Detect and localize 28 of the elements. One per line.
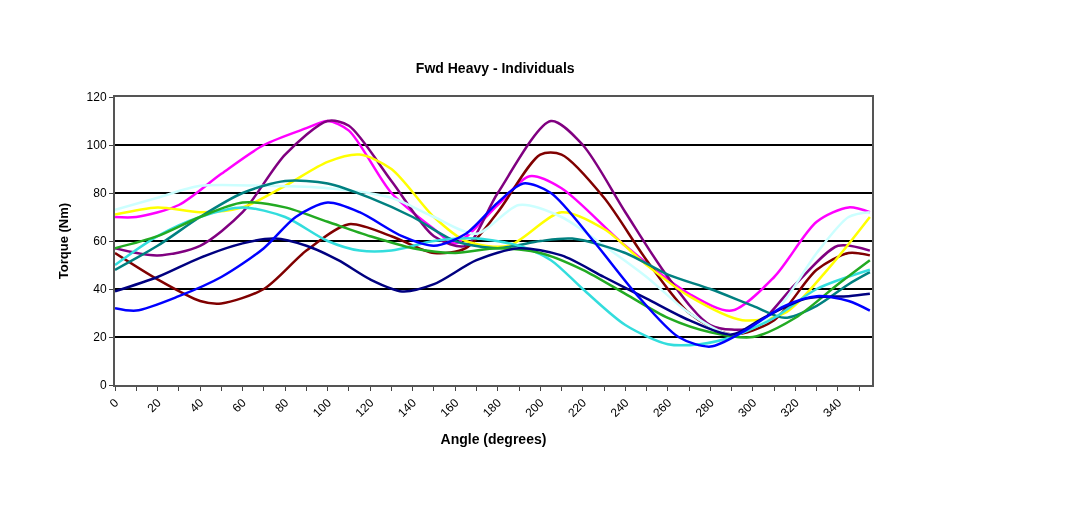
y-tick-label: 120 xyxy=(86,90,107,105)
x-tick-label: 100 xyxy=(309,395,335,420)
y-tick-label: 80 xyxy=(93,186,107,201)
x-tick-label: 60 xyxy=(229,395,250,416)
x-tick-label: 280 xyxy=(692,395,717,420)
x-tick-label: 220 xyxy=(565,395,590,420)
x-tick-label: 20 xyxy=(144,395,165,416)
x-tick-label: 340 xyxy=(820,395,845,420)
x-tick-label: 40 xyxy=(187,395,207,416)
x-tick-label: 200 xyxy=(522,395,547,420)
x-tick-label: 0 xyxy=(106,395,122,411)
y-tick-label: 40 xyxy=(93,282,107,297)
x-tick-label: 320 xyxy=(777,395,803,420)
y-tick-label: 20 xyxy=(93,330,107,345)
y-axis-title: Torque (Nm) xyxy=(56,202,72,280)
x-tick-label: 240 xyxy=(607,395,632,420)
chart-title: Fwd Heavy - Individuals xyxy=(415,60,575,77)
y-tick-label: 60 xyxy=(93,234,107,249)
x-tick-label: 300 xyxy=(735,395,760,420)
x-tick-label: 160 xyxy=(437,395,462,420)
x-tick-label: 180 xyxy=(480,395,505,420)
x-tick-label: 120 xyxy=(352,395,377,420)
x-tick-label: 80 xyxy=(272,395,292,416)
y-tick-label: 0 xyxy=(99,378,107,393)
x-axis-title: Angle (degrees) xyxy=(440,430,547,447)
y-tick-label: 100 xyxy=(86,138,107,153)
x-tick-label: 260 xyxy=(650,395,675,420)
x-tick-label: 140 xyxy=(395,395,420,420)
